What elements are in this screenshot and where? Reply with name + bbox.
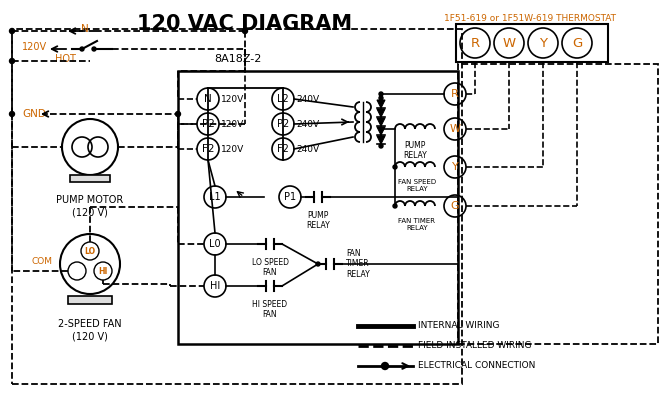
Bar — [68, 296, 112, 304]
Text: L2: L2 — [277, 94, 289, 104]
Text: 120V: 120V — [22, 42, 47, 52]
Text: FAN TIMER
RELAY: FAN TIMER RELAY — [399, 218, 436, 231]
Text: G: G — [572, 36, 582, 49]
Polygon shape — [377, 118, 385, 126]
Text: F2: F2 — [202, 144, 214, 154]
Text: P1: P1 — [284, 192, 296, 202]
Text: N: N — [81, 24, 89, 34]
Text: 8A18Z-2: 8A18Z-2 — [214, 54, 262, 64]
Text: P2: P2 — [202, 119, 214, 129]
Bar — [178, 71, 458, 344]
Text: LO SPEED
FAN: LO SPEED FAN — [251, 258, 289, 277]
Text: 1F51-619 or 1F51W-619 THERMOSTAT: 1F51-619 or 1F51W-619 THERMOSTAT — [444, 14, 616, 23]
Text: Y: Y — [539, 36, 547, 49]
Circle shape — [393, 204, 397, 208]
Text: HI: HI — [98, 266, 108, 276]
Text: PUMP
RELAY: PUMP RELAY — [403, 141, 427, 160]
Text: 120 VAC DIAGRAM: 120 VAC DIAGRAM — [137, 14, 352, 34]
Circle shape — [243, 28, 247, 34]
Text: 240V: 240V — [296, 119, 319, 129]
Bar — [12, 29, 462, 384]
Circle shape — [80, 47, 84, 51]
Polygon shape — [377, 109, 385, 117]
Circle shape — [9, 28, 15, 34]
Text: 2-SPEED FAN
(120 V): 2-SPEED FAN (120 V) — [58, 319, 122, 341]
Text: L1: L1 — [209, 192, 221, 202]
Polygon shape — [377, 127, 385, 135]
Circle shape — [176, 111, 180, 116]
Text: R: R — [451, 89, 459, 99]
Text: Y: Y — [452, 162, 458, 172]
Text: INTERNAL WIRING: INTERNAL WIRING — [418, 321, 500, 331]
Circle shape — [9, 111, 15, 116]
Bar — [70, 175, 110, 182]
Text: N: N — [204, 94, 212, 104]
Text: 240V: 240V — [296, 95, 319, 103]
Text: 120V: 120V — [221, 95, 245, 103]
Text: HOT: HOT — [55, 54, 76, 64]
Text: W: W — [502, 36, 515, 49]
Text: F2: F2 — [277, 144, 289, 154]
Text: COM: COM — [31, 256, 52, 266]
Polygon shape — [377, 100, 385, 108]
Circle shape — [379, 144, 383, 148]
Bar — [456, 24, 608, 62]
Text: ELECTRICAL CONNECTION: ELECTRICAL CONNECTION — [418, 362, 535, 370]
Text: 120V: 120V — [221, 145, 245, 153]
Circle shape — [379, 92, 383, 96]
Text: HI: HI — [210, 281, 220, 291]
Text: L0: L0 — [209, 239, 221, 249]
Bar — [458, 64, 658, 344]
Circle shape — [379, 96, 383, 100]
Text: R: R — [470, 36, 480, 49]
Polygon shape — [377, 136, 385, 144]
Circle shape — [9, 59, 15, 64]
Text: HI SPEED
FAN: HI SPEED FAN — [253, 300, 287, 319]
Text: W: W — [450, 124, 460, 134]
Text: FIELD INSTALLED WIRING: FIELD INSTALLED WIRING — [418, 341, 531, 351]
Circle shape — [92, 47, 96, 51]
Text: 240V: 240V — [296, 145, 319, 153]
Text: GND: GND — [22, 109, 46, 119]
Text: 120V: 120V — [221, 119, 245, 129]
Circle shape — [316, 262, 320, 266]
Text: LO: LO — [84, 246, 96, 256]
Text: P2: P2 — [277, 119, 289, 129]
Text: FAN
TIMER
RELAY: FAN TIMER RELAY — [346, 249, 370, 279]
Circle shape — [381, 362, 389, 370]
Text: G: G — [451, 201, 460, 211]
Text: FAN SPEED
RELAY: FAN SPEED RELAY — [398, 179, 436, 192]
Text: PUMP
RELAY: PUMP RELAY — [306, 211, 330, 230]
Text: PUMP MOTOR
(120 V): PUMP MOTOR (120 V) — [56, 195, 124, 217]
Circle shape — [393, 165, 397, 169]
